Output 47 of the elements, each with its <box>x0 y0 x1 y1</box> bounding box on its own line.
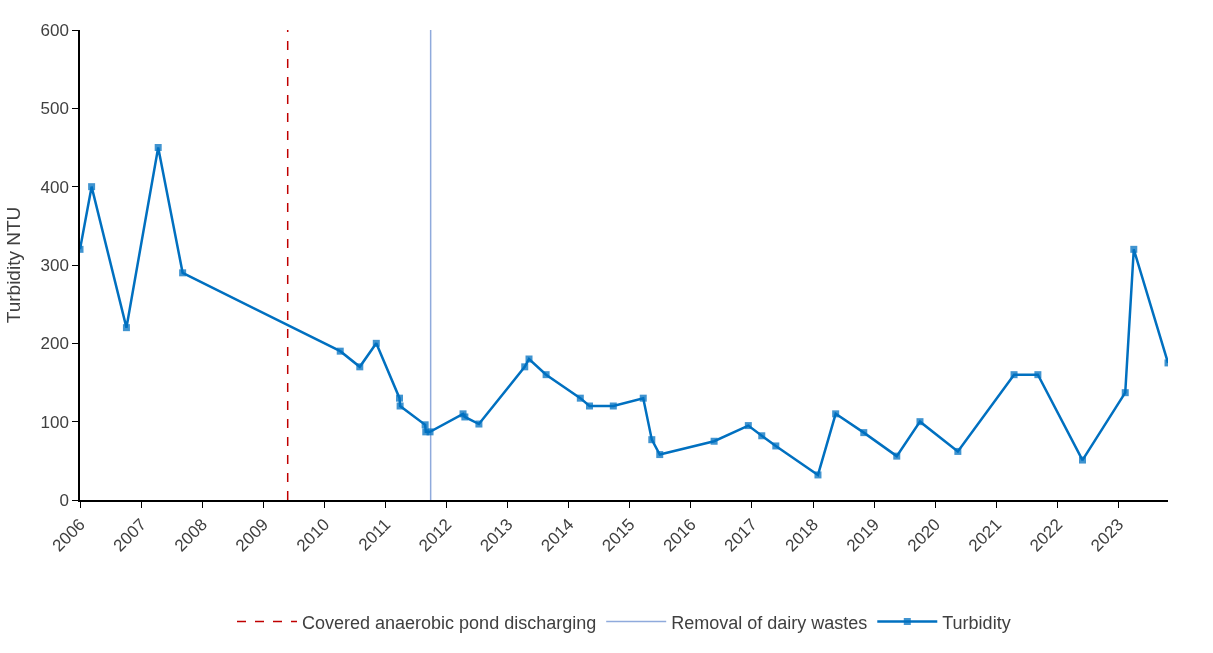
point <box>372 339 380 347</box>
point <box>396 394 403 402</box>
y-tick-label: 600 <box>40 20 69 40</box>
point <box>744 422 752 430</box>
point <box>521 363 529 371</box>
y-axis-title: Turbidity NTU <box>2 206 24 324</box>
point <box>336 347 344 355</box>
point <box>475 420 483 428</box>
point <box>639 394 647 402</box>
point <box>421 421 429 429</box>
y-tick-label: 500 <box>40 99 69 119</box>
point <box>814 471 822 479</box>
point <box>893 452 901 460</box>
point <box>954 447 962 455</box>
point <box>585 402 593 410</box>
point <box>426 428 434 436</box>
point <box>609 402 617 410</box>
point <box>758 432 766 440</box>
legend-label: Turbidity <box>942 612 1011 633</box>
point <box>916 418 924 426</box>
legend-label: Covered anaerobic pond discharging <box>302 612 597 633</box>
point <box>88 183 96 191</box>
y-tick-label: 0 <box>59 490 69 510</box>
point <box>396 402 404 410</box>
y-tick-label: 300 <box>40 255 69 275</box>
point <box>772 442 780 450</box>
point <box>1010 371 1018 379</box>
point <box>656 451 664 459</box>
point <box>1121 389 1129 397</box>
point <box>154 144 162 151</box>
point <box>576 394 584 402</box>
y-tick-label: 200 <box>40 334 69 354</box>
point <box>1034 371 1042 379</box>
point <box>525 355 533 363</box>
point <box>860 429 868 437</box>
point <box>179 269 187 277</box>
y-tick-label: 100 <box>40 412 69 432</box>
point <box>356 363 364 371</box>
point <box>1130 245 1138 253</box>
point <box>832 410 840 418</box>
point <box>648 436 656 444</box>
point <box>710 437 718 445</box>
point <box>542 371 550 379</box>
point <box>1078 456 1086 464</box>
point <box>122 324 130 332</box>
y-tick-label: 400 <box>40 177 69 197</box>
legend-label: Removal of dairy wastes <box>671 612 868 633</box>
